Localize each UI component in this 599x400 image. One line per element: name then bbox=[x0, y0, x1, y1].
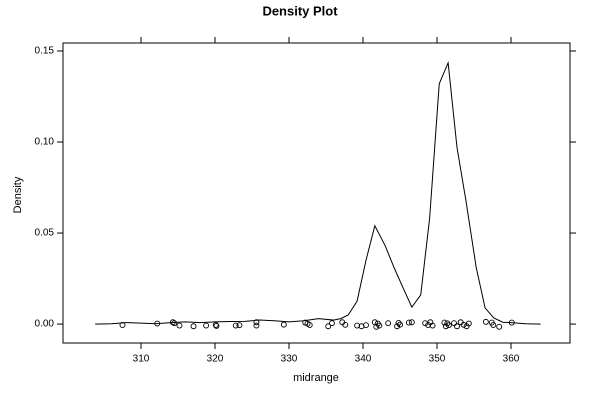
data-point bbox=[212, 322, 219, 328]
data-point bbox=[373, 323, 380, 330]
data-point bbox=[376, 322, 383, 329]
data-point bbox=[408, 319, 415, 326]
data-point bbox=[213, 322, 220, 329]
data-point bbox=[482, 318, 489, 325]
data-point bbox=[465, 320, 472, 327]
data-point bbox=[429, 322, 436, 329]
data-point bbox=[328, 320, 335, 327]
data-point bbox=[176, 322, 183, 329]
x-tick-label: 320 bbox=[207, 354, 224, 365]
y-tick-label: 0.10 bbox=[35, 137, 55, 148]
panel-border bbox=[62, 42, 571, 344]
x-tick-label: 340 bbox=[355, 354, 372, 365]
data-point bbox=[444, 320, 451, 327]
data-point bbox=[394, 323, 401, 330]
data-point bbox=[253, 322, 260, 329]
data-point bbox=[451, 320, 457, 327]
data-point bbox=[496, 323, 503, 330]
data-point bbox=[232, 322, 239, 329]
data-point bbox=[119, 322, 126, 328]
data-point bbox=[325, 323, 332, 330]
x-tick-label: 330 bbox=[281, 354, 298, 365]
data-point bbox=[490, 322, 497, 328]
data-point bbox=[190, 323, 197, 330]
density-line bbox=[95, 60, 541, 325]
data-point bbox=[405, 319, 412, 326]
data-point bbox=[354, 322, 361, 329]
y-tick-label: 0.00 bbox=[35, 319, 55, 330]
data-point bbox=[342, 321, 349, 328]
data-point bbox=[454, 323, 460, 330]
y-axis-label: Density bbox=[12, 176, 24, 213]
data-point bbox=[442, 323, 449, 330]
data-point bbox=[445, 322, 452, 329]
data-point bbox=[280, 321, 287, 328]
y-tick-label: 0.05 bbox=[35, 228, 55, 239]
x-tick-label: 350 bbox=[429, 354, 446, 365]
data-point bbox=[203, 322, 210, 329]
data-point bbox=[460, 321, 467, 328]
data-point bbox=[306, 322, 313, 328]
data-point bbox=[397, 321, 403, 328]
x-tick-label: 360 bbox=[503, 354, 520, 365]
data-point bbox=[154, 320, 161, 327]
x-tick-label: 310 bbox=[133, 354, 150, 365]
data-point bbox=[395, 320, 402, 326]
chart-title: Density Plot bbox=[262, 3, 338, 18]
y-tick-label: 0.15 bbox=[35, 46, 55, 57]
data-point bbox=[441, 319, 448, 326]
data-point bbox=[236, 322, 243, 329]
data-point bbox=[253, 319, 260, 326]
data-point bbox=[508, 319, 515, 326]
data-point bbox=[363, 322, 369, 329]
data-point bbox=[385, 320, 392, 327]
x-axis-label: midrange bbox=[293, 372, 339, 384]
data-point bbox=[169, 319, 176, 326]
data-point bbox=[171, 320, 178, 327]
